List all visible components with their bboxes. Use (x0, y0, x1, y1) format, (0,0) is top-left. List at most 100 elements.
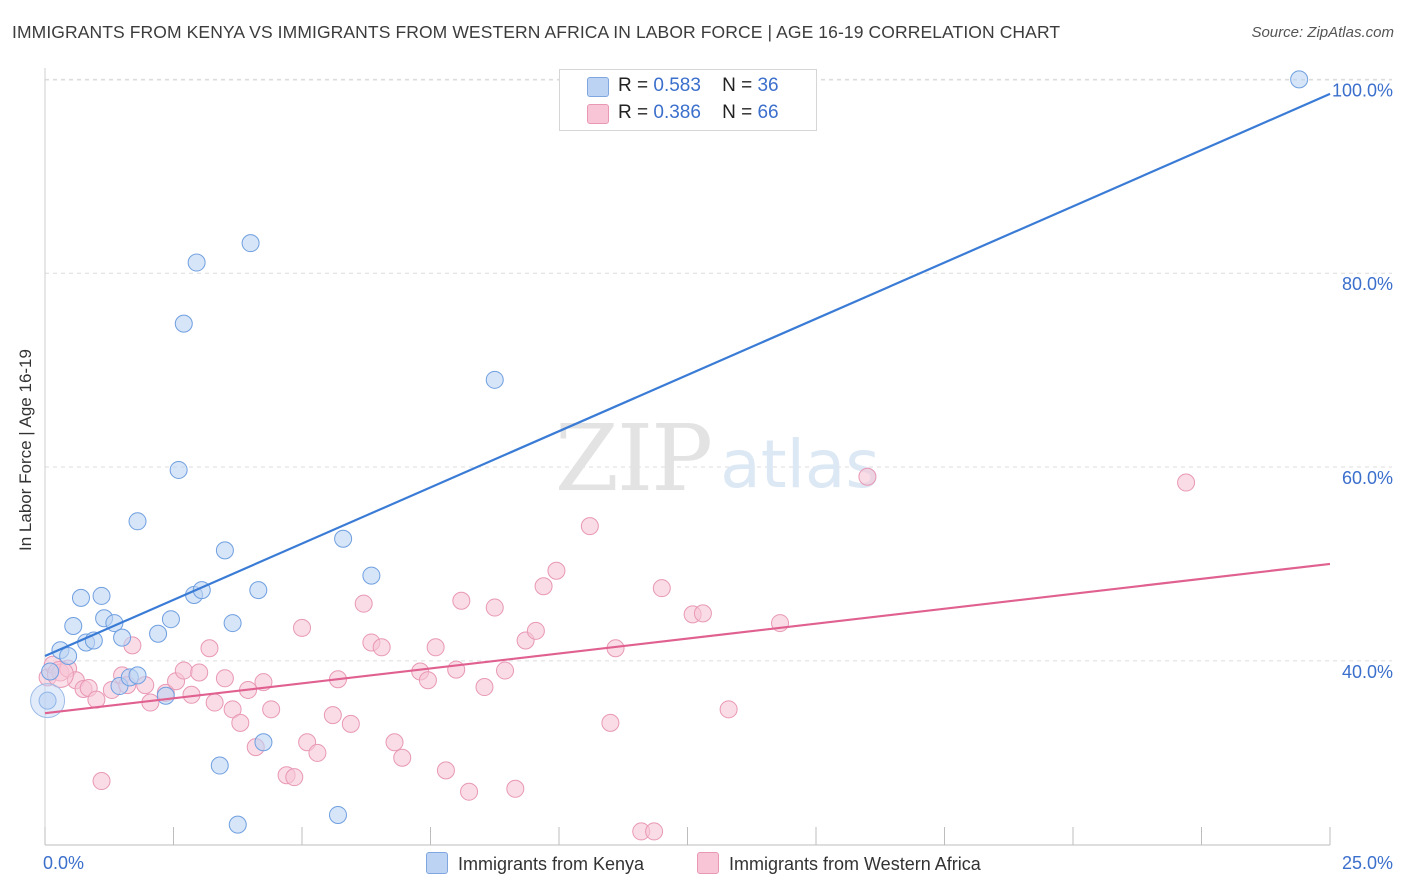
point-western-africa (526, 621, 545, 640)
point-kenya (161, 610, 180, 629)
point-kenya (241, 234, 260, 253)
point-kenya-cluster (30, 683, 66, 719)
x-tick-label-max: 25.0% (1342, 853, 1393, 873)
point-western-africa (447, 660, 466, 679)
point-kenya (334, 529, 353, 548)
point-western-africa (262, 700, 281, 719)
point-western-africa (385, 733, 404, 752)
point-kenya (38, 691, 57, 710)
point-western-africa (485, 598, 504, 617)
bottom-legend-swatch-kenya (426, 852, 448, 874)
point-kenya (254, 733, 273, 752)
trend-line-western-africa (44, 562, 1331, 715)
watermark-atlas: atlas (720, 426, 880, 503)
legend-swatch-kenya (587, 77, 609, 97)
watermark-zip: ZIP (555, 405, 711, 512)
point-western-africa (580, 517, 599, 536)
point-western-africa (323, 706, 342, 725)
point-kenya (1290, 70, 1309, 89)
point-kenya (113, 628, 132, 647)
point-kenya (210, 756, 229, 775)
y-tick-label: 40.0% (1342, 662, 1393, 682)
point-western-africa (231, 713, 250, 732)
point-kenya (223, 614, 242, 633)
point-western-africa (496, 661, 515, 680)
correlation-legend: R = 0.583 N = 36 R = 0.386 N = 66 (559, 69, 817, 131)
trend-line-kenya (44, 92, 1331, 658)
point-western-africa (693, 604, 712, 623)
point-western-africa (719, 700, 738, 719)
bottom-legend-kenya: Immigrants from Kenya (426, 852, 644, 876)
point-kenya (92, 586, 111, 605)
bottom-legend-swatch-wafrica (697, 852, 719, 874)
point-western-africa (308, 743, 327, 762)
point-kenya (156, 686, 175, 705)
point-western-africa (354, 594, 373, 613)
bottom-legend-label-kenya: Immigrants from Kenya (458, 854, 645, 874)
point-kenya (128, 512, 147, 531)
point-western-africa (652, 579, 671, 598)
point-western-africa (293, 618, 311, 637)
point-kenya (59, 647, 78, 666)
series-kenya-points (30, 70, 1309, 834)
point-western-africa (460, 782, 479, 801)
source-credit: Source: ZipAtlas.com (1251, 24, 1394, 41)
point-western-africa (393, 748, 412, 767)
point-western-africa (858, 467, 877, 486)
point-kenya (485, 370, 504, 389)
y-tick-label: 100.0% (1332, 80, 1393, 100)
legend-r-value-wafrica: 0.386 (653, 102, 701, 123)
point-kenya (174, 314, 193, 333)
point-western-africa (92, 772, 111, 791)
grid-lines (45, 78, 1392, 662)
point-western-africa (418, 671, 437, 690)
point-kenya (328, 805, 347, 824)
point-western-africa (645, 822, 664, 841)
legend-r-label: R = (618, 102, 649, 123)
y-axis-label: In Labor Force | Age 16-19 (16, 349, 35, 551)
point-western-africa (372, 638, 391, 657)
point-western-africa (174, 661, 193, 680)
point-kenya (169, 460, 188, 479)
legend-r-label: R = (618, 75, 649, 96)
point-western-africa (436, 761, 455, 780)
point-kenya (149, 624, 168, 643)
y-tick-label: 60.0% (1342, 468, 1393, 488)
point-western-africa (452, 591, 471, 610)
chart-title: IMMIGRANTS FROM KENYA VS IMMIGRANTS FROM… (12, 22, 1061, 42)
point-western-africa (223, 700, 242, 719)
point-western-africa (475, 678, 494, 697)
point-kenya (71, 588, 90, 607)
point-kenya (128, 666, 147, 685)
point-kenya (228, 815, 247, 834)
point-kenya (215, 541, 234, 560)
watermark: ZIP atlas (555, 405, 880, 512)
point-kenya (187, 253, 206, 272)
point-kenya (64, 616, 83, 635)
point-western-africa (534, 577, 553, 596)
y-tick-label: 80.0% (1342, 274, 1393, 294)
legend-n-value-kenya: 36 (757, 75, 779, 96)
point-western-africa (426, 638, 445, 657)
point-western-africa (205, 693, 224, 712)
bottom-legend-label-wafrica: Immigrants from Western Africa (729, 854, 981, 874)
point-western-africa (601, 713, 620, 732)
tick-labels: 40.0% 60.0% 80.0% 100.0% 0.0% 25.0% (43, 80, 1393, 873)
point-kenya (249, 581, 268, 600)
point-western-africa (190, 663, 209, 682)
point-western-africa (285, 768, 304, 787)
axes (44, 68, 1331, 846)
point-western-africa (547, 561, 566, 580)
legend-n-label: N = (722, 75, 753, 96)
point-western-africa (215, 669, 234, 688)
point-western-africa (506, 779, 525, 798)
legend-swatch-wafrica (587, 104, 609, 124)
legend-n-label: N = (722, 102, 753, 123)
legend-r-value-kenya: 0.583 (653, 75, 701, 96)
point-western-africa (1177, 473, 1196, 492)
legend-n-value-wafrica: 66 (757, 102, 779, 123)
point-western-africa (341, 714, 360, 733)
series-western-africa-points (38, 467, 1196, 841)
x-tick-label-min: 0.0% (43, 853, 84, 873)
